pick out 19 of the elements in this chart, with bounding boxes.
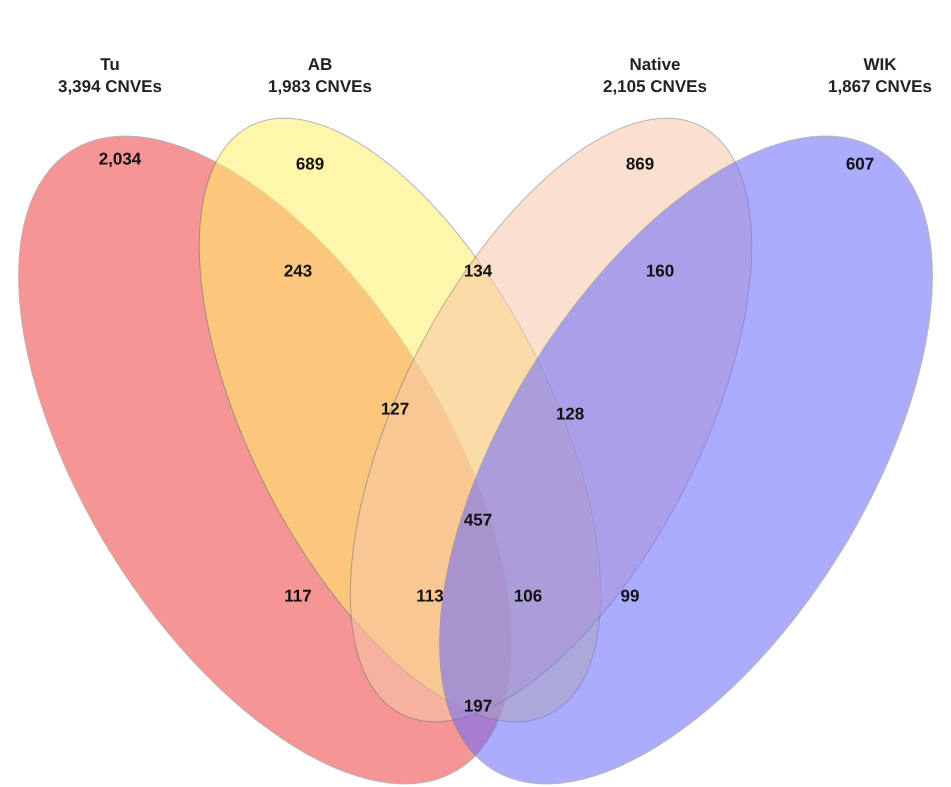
data-label: 197: [464, 696, 492, 716]
text: AB 1,983 CNVEs: [268, 55, 372, 96]
data-label: 134: [464, 261, 493, 280]
data-label: 869: [626, 154, 654, 174]
data-label: 128: [556, 404, 584, 424]
data-label: 689: [296, 154, 324, 174]
data-label: 106: [514, 586, 542, 606]
data-label: 2,034: [98, 149, 142, 168]
data-label: 127: [380, 399, 410, 418]
data-label: 160: [646, 261, 674, 280]
data-label: 99: [620, 586, 640, 606]
text: Tu 3,394 CNVEs: [58, 55, 162, 96]
text: Native 2,105 CNVEs: [603, 55, 707, 96]
data-label: 607: [846, 154, 874, 174]
data-label: 243: [284, 261, 312, 280]
data-label: 117: [284, 586, 312, 606]
data-label: 113: [416, 586, 444, 606]
text: WIK 1,867 CNVEs: [828, 55, 932, 96]
data-label: 457: [464, 510, 492, 530]
